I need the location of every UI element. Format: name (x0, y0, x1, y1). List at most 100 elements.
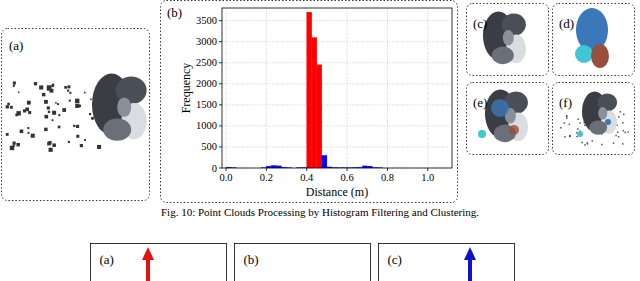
noise-point (47, 106, 50, 109)
tick-mark (306, 168, 307, 171)
cluster (575, 45, 593, 63)
panel-e-frame (467, 83, 549, 155)
noise-point (44, 100, 48, 104)
noise-point (47, 142, 51, 146)
tick-mark (387, 168, 388, 171)
noise-point (69, 92, 71, 94)
tick-label: 3500 (196, 15, 217, 26)
cloud-part (503, 30, 514, 45)
histogram-bar (312, 37, 317, 168)
noise-point (42, 93, 45, 96)
tick-label: 0.2 (260, 172, 273, 183)
noise-point (76, 135, 79, 138)
noise-point (13, 81, 16, 84)
panel-d-frame (553, 4, 635, 76)
point-cloud-c (483, 11, 526, 64)
scene-point (584, 144, 586, 146)
figure: (a)(b)(c)(d)(e)(f)0.00.20.40.60.81.00500… (0, 0, 640, 281)
noise-point (27, 132, 29, 134)
cluster (591, 44, 609, 68)
noise-point (89, 113, 91, 115)
noise-point (12, 142, 15, 145)
tick-label: 500 (201, 141, 217, 152)
noise-point (39, 85, 43, 89)
scene-point (601, 144, 603, 146)
panel-label: (b) (244, 252, 259, 267)
noise-point (67, 85, 70, 88)
panel-label: (f) (559, 95, 572, 110)
grid-line (222, 146, 452, 147)
scene-point (617, 131, 619, 133)
noise-point (48, 111, 50, 113)
noise-point (49, 148, 53, 152)
scene-point (613, 142, 615, 144)
arrow-shaft (146, 258, 150, 281)
scene-point (624, 132, 626, 134)
panel-a-frame (2, 29, 150, 201)
noise-point (44, 128, 47, 131)
grid-line (222, 83, 452, 84)
arrow-head (464, 247, 476, 260)
scene-point (560, 127, 562, 128)
centroid (509, 125, 519, 135)
grid-line (387, 8, 388, 168)
scene-point (577, 119, 579, 121)
noise-point (55, 102, 57, 104)
clusters-d (575, 8, 609, 68)
noise-point (58, 126, 61, 129)
panel-label: (a) (100, 252, 114, 267)
scene-point (564, 122, 566, 124)
grid-line (347, 8, 348, 168)
scene-point (623, 130, 625, 132)
tick-mark (219, 125, 222, 126)
tick-label: 2000 (196, 78, 217, 89)
centroid (577, 131, 583, 137)
cloud-part (103, 118, 131, 140)
scene-point (622, 122, 624, 124)
cloud-part (117, 97, 131, 117)
panel-label: (c) (388, 252, 402, 267)
scene-point (591, 140, 593, 142)
tick-mark (226, 168, 227, 171)
grid-line (222, 20, 452, 21)
noise-point (34, 82, 37, 85)
tick-label: 2500 (196, 57, 217, 68)
tick-label: 1000 (196, 120, 217, 131)
scene-point (586, 142, 588, 144)
scene-point (620, 111, 622, 113)
panel-f-frame (553, 83, 635, 155)
panel-label: (d) (559, 16, 574, 31)
tick-label: 3000 (196, 36, 217, 47)
histogram-bar (307, 12, 312, 168)
noise-point (58, 114, 60, 116)
plot-frame (222, 8, 452, 168)
tick-mark (266, 168, 267, 171)
scene-point (569, 135, 571, 137)
noise-point (84, 139, 86, 141)
arrow-shaft (468, 258, 472, 281)
histogram: 0.00.20.40.60.81.00500100015002000250030… (179, 8, 452, 199)
noise-point (6, 133, 9, 136)
tick-label: 0.0 (219, 172, 232, 183)
noise-point (68, 141, 70, 143)
tick-mark (219, 41, 222, 42)
grid-line (226, 8, 227, 168)
grid-line (222, 41, 452, 42)
tick-label: 1500 (196, 99, 217, 110)
scene-point (569, 135, 571, 137)
cloud-part (492, 47, 514, 65)
noise-point (75, 104, 79, 108)
scene-point (569, 124, 571, 126)
panel-label: (a) (9, 38, 23, 53)
noise-point (62, 108, 66, 112)
tick-mark (427, 168, 428, 171)
noise-point (27, 127, 29, 129)
scene-point (577, 128, 579, 130)
noise-point (20, 129, 24, 133)
noise-point (47, 85, 51, 89)
tick-label: 0 (212, 163, 217, 174)
noise-point (25, 108, 29, 112)
noise-point (69, 100, 71, 102)
cloud-part (598, 107, 607, 120)
noise-point (97, 145, 101, 149)
